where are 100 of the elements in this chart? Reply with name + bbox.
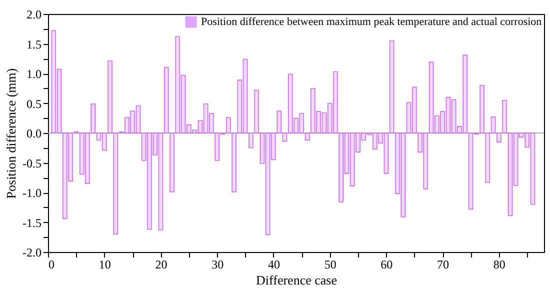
x-tick-label: 40: [268, 258, 280, 272]
bar: [412, 86, 417, 134]
bar: [242, 58, 248, 134]
bar: [51, 30, 56, 134]
bar: [62, 132, 68, 220]
bar: [451, 99, 456, 134]
x-axis-title: Difference case: [256, 272, 338, 288]
bar: [164, 67, 169, 134]
x-tick-label: 20: [155, 258, 168, 272]
bar: [203, 103, 208, 134]
bar: [502, 100, 507, 134]
bar: [378, 132, 383, 144]
bar: [513, 132, 518, 186]
y-tick-label: 2.0: [26, 8, 42, 22]
bar: [152, 132, 158, 156]
bar: [294, 118, 298, 134]
bar: [226, 117, 231, 134]
bar: [288, 74, 293, 134]
bar: [372, 132, 378, 150]
bar: [198, 120, 203, 134]
bar: [254, 90, 259, 134]
bar: [446, 96, 451, 134]
bar: [462, 54, 468, 134]
bar: [158, 132, 164, 230]
bar: [333, 71, 338, 134]
bar: [350, 132, 355, 186]
bar: [282, 132, 288, 142]
bar: [524, 132, 530, 148]
bar: [124, 117, 130, 134]
x-tick-label: 80: [493, 258, 506, 272]
bar: [480, 85, 484, 134]
bar: [496, 132, 502, 142]
bar: [260, 132, 265, 164]
bar: [400, 132, 406, 218]
y-tick-label: -1.0: [22, 186, 42, 200]
y-tick-label: 0.5: [26, 96, 42, 111]
bar: [423, 132, 428, 190]
x-tick-label: 30: [212, 258, 224, 272]
bar: [406, 102, 412, 134]
y-tick-label: -1.5: [22, 216, 42, 230]
bar: [79, 132, 84, 174]
bar: [136, 105, 141, 134]
bar: [96, 132, 102, 141]
bar: [519, 132, 524, 138]
bar: [141, 132, 146, 161]
bar: [344, 132, 350, 174]
bar: [457, 126, 462, 134]
bar: [310, 88, 316, 134]
bar: [361, 132, 366, 141]
bar: [186, 124, 192, 134]
bar: [316, 111, 321, 134]
x-tick-label: 70: [437, 258, 450, 272]
bar: [276, 110, 282, 134]
bar: [338, 132, 344, 202]
bar: [68, 132, 73, 182]
bar: [147, 132, 152, 230]
x-tick-label: 10: [98, 258, 111, 272]
x-tick-label: 60: [380, 258, 393, 272]
bar: [327, 102, 332, 134]
bar: [304, 132, 310, 141]
bar: [384, 132, 389, 174]
bar: [428, 62, 434, 134]
bar: [356, 132, 360, 152]
bar: [418, 132, 422, 152]
bar: [180, 74, 186, 134]
bar: [214, 132, 220, 161]
bar: [271, 132, 276, 160]
bar: [468, 132, 474, 210]
bar: [170, 132, 174, 192]
bar: [108, 60, 112, 134]
bar: [90, 103, 96, 134]
bar: [102, 132, 107, 151]
bar: [175, 36, 180, 134]
bar: [209, 112, 214, 134]
bar: [265, 132, 270, 236]
bar: [508, 132, 513, 216]
y-tick-label: -2.0: [22, 246, 42, 260]
y-tick-label: -0.5: [22, 156, 42, 170]
bar: [322, 112, 327, 134]
bar: [232, 132, 236, 192]
bar: [299, 112, 304, 134]
bar: [490, 116, 496, 134]
y-tick-label: 1.5: [26, 37, 42, 52]
bar: [237, 80, 242, 134]
y-axis-title: Position difference (mm): [4, 68, 19, 199]
y-tick-label: 0.0: [26, 126, 42, 140]
bar: [440, 111, 445, 134]
legend-label: Position difference between maximum peak temperature and actual corrosion: [201, 16, 542, 28]
bar: [389, 40, 394, 134]
bar: [130, 110, 135, 134]
y-tick-label: 1.0: [26, 67, 42, 81]
bar: [395, 132, 400, 194]
bar: [530, 132, 536, 205]
bar: [485, 132, 490, 183]
bar: [248, 132, 254, 148]
bar: [434, 115, 440, 134]
bar: [113, 132, 118, 235]
bar: [85, 132, 90, 184]
x-tick-label: 0: [48, 258, 54, 272]
x-tick-label: 50: [324, 258, 336, 272]
